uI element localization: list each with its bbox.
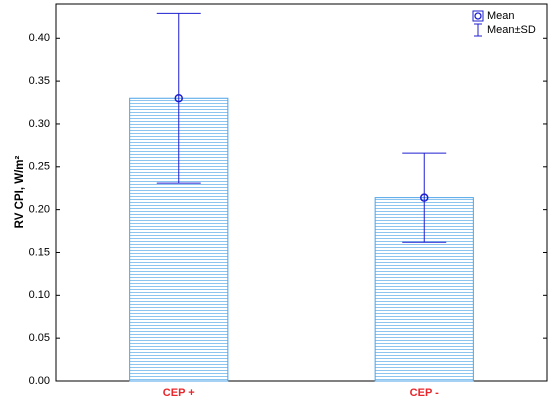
y-tick-label: 0.30 [29,118,50,130]
mean-marker [420,193,429,202]
legend-marker [474,12,482,20]
legend-label: Mean±SD [487,24,536,36]
x-tick-label: CEP - [410,387,439,399]
mean-marker [174,94,183,103]
plot-frame [55,3,548,382]
y-tick-label: 0.35 [29,75,50,87]
legend-label: Mean [487,10,515,22]
x-tick-label: CEP + [163,387,195,399]
y-tick-label: 0.05 [29,332,50,344]
y-tick-label: 0.20 [29,204,50,216]
y-tick-label: 0.10 [29,289,50,301]
legend-marker-box [472,10,484,22]
y-tick-label: 0.00 [29,375,50,387]
y-tick-label: 0.40 [29,32,50,44]
y-axis-label: RV CPI, W/m² [14,156,26,229]
y-tick-label: 0.25 [29,161,50,173]
y-tick-label: 0.15 [29,246,50,258]
